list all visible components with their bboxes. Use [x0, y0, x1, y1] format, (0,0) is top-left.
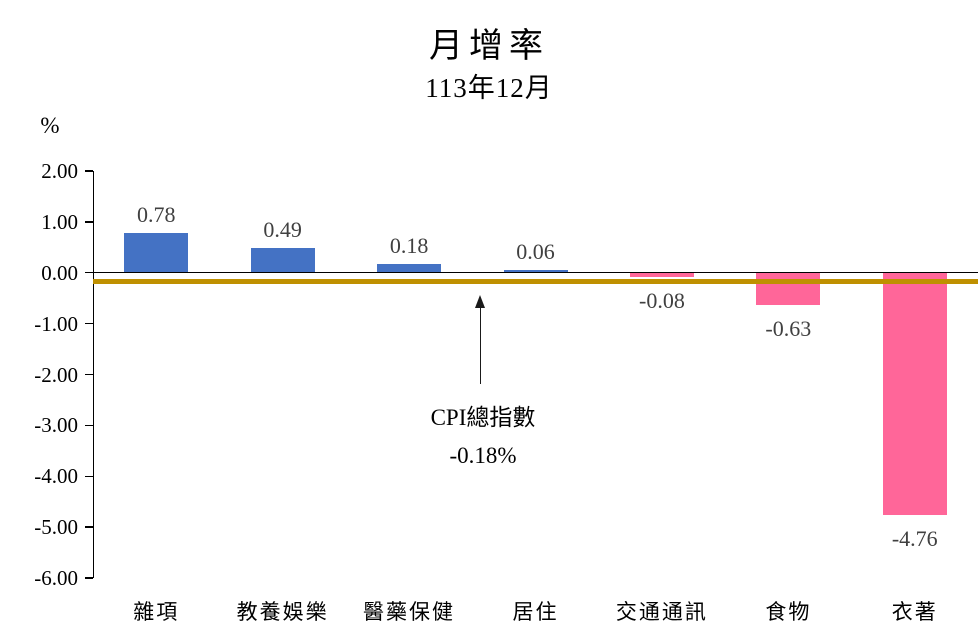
bar [250, 247, 315, 273]
category-label: 食物 [765, 600, 812, 624]
chart-title: 月增率 [429, 28, 549, 65]
y-tick-mark [85, 221, 93, 223]
annotation-label: CPI總指數 [430, 405, 536, 430]
value-label: 0.18 [389, 232, 429, 258]
y-tick-label: 1.00 [41, 209, 78, 234]
arrow-up-icon [475, 295, 485, 308]
category-label: 居住 [512, 600, 559, 624]
chart-subtitle: 113年12月 [425, 73, 553, 103]
value-label: -4.76 [891, 525, 938, 551]
y-tick-mark [85, 373, 93, 376]
y-axis-line [93, 171, 94, 578]
category-label: 雜項 [133, 600, 180, 624]
bar [629, 272, 694, 277]
bar [124, 233, 189, 273]
y-axis-unit-label: % [40, 113, 60, 138]
y-tick-label: -2.00 [34, 362, 78, 387]
value-label: 0.49 [263, 216, 302, 242]
value-label: 0.78 [136, 202, 176, 228]
annotation-value: -0.18% [449, 443, 517, 468]
bar [756, 272, 821, 305]
category-label: 衣著 [891, 600, 938, 624]
bar [882, 272, 947, 515]
y-tick-mark [85, 424, 93, 427]
value-label: -0.63 [765, 315, 812, 341]
y-tick-label: -4.00 [34, 464, 78, 489]
value-label: 0.06 [516, 238, 555, 264]
y-tick-label: 2.00 [41, 159, 78, 183]
annotation-text: CPI總指數 -0.18% [368, 399, 598, 475]
category-label: 交通通訊 [615, 600, 708, 624]
arrow-shaft [480, 307, 482, 384]
bar [503, 269, 568, 273]
y-tick-mark [85, 526, 93, 528]
zero-line [93, 272, 978, 274]
y-tick-label: -6.00 [34, 566, 78, 590]
y-tick-label: -1.00 [34, 311, 78, 336]
y-tick-label: -3.00 [34, 413, 78, 438]
y-tick-label: -5.00 [34, 515, 78, 540]
bar [377, 263, 442, 273]
value-label: -0.08 [639, 287, 685, 313]
y-tick-mark [85, 272, 93, 274]
y-tick-mark [85, 322, 93, 325]
y-tick-mark [85, 577, 93, 579]
cpi-reference-line [93, 279, 978, 285]
category-label: 教養娛樂 [236, 600, 329, 624]
y-tick-label: 0.00 [41, 260, 78, 285]
y-tick-mark [85, 475, 93, 477]
y-tick-mark [85, 170, 93, 172]
category-label: 醫藥保健 [363, 600, 456, 624]
